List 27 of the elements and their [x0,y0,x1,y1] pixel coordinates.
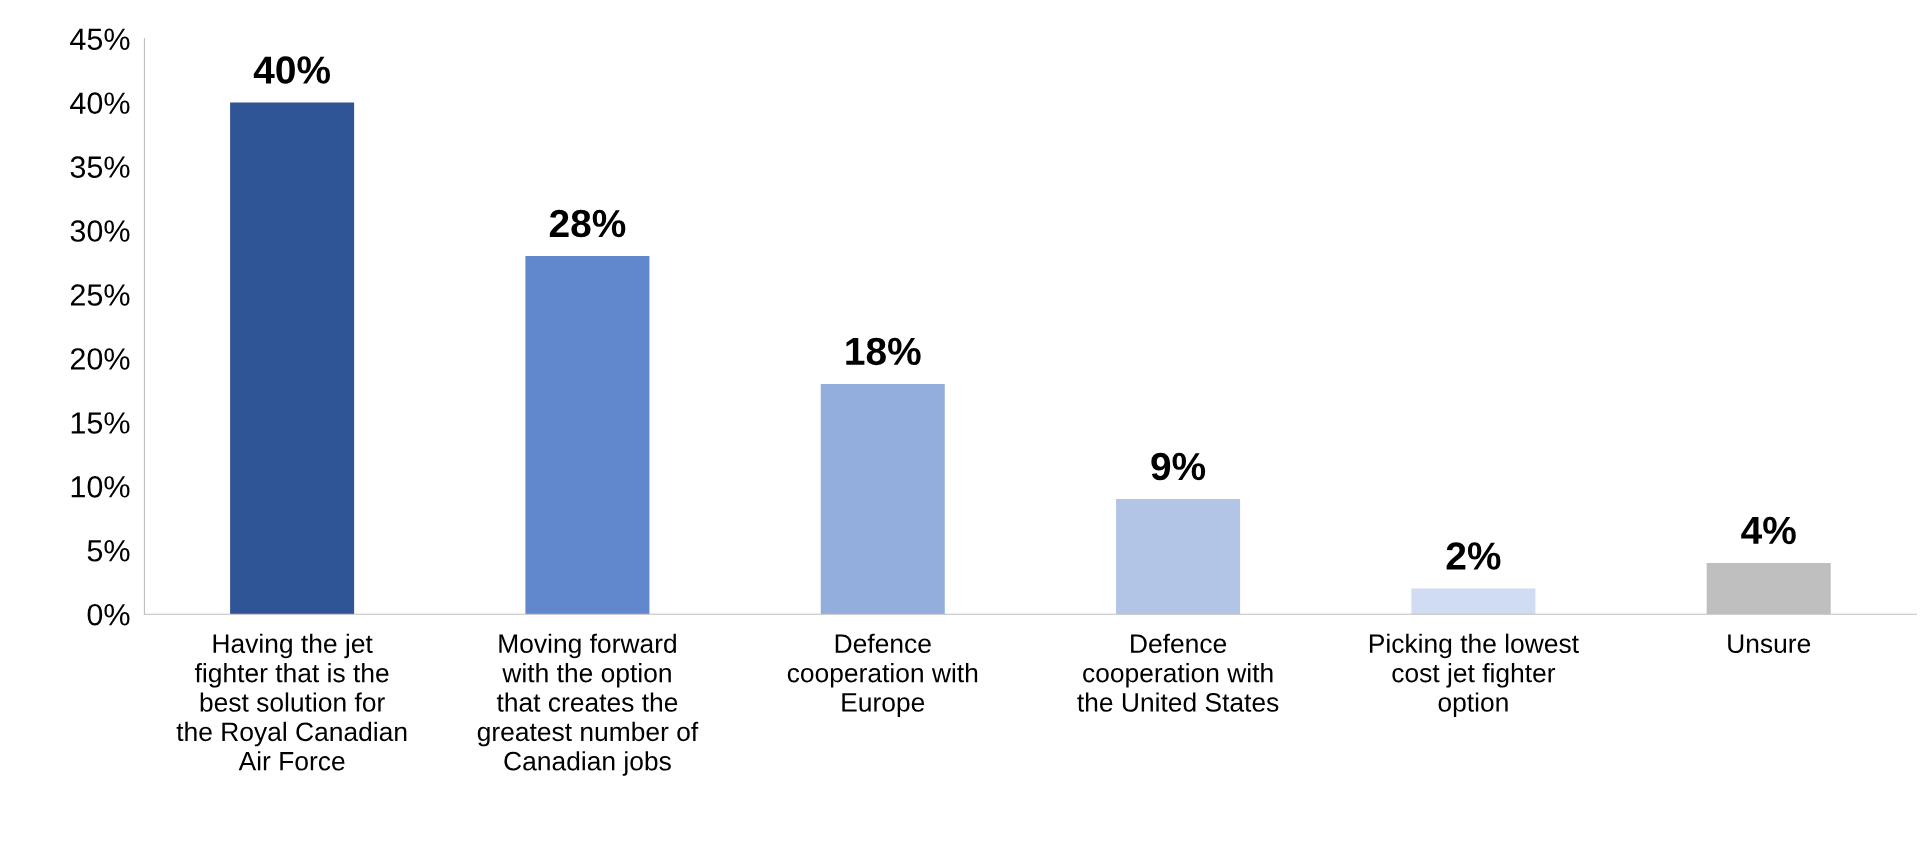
y-tick-label: 20% [70,348,130,370]
y-tick-label: 45% [70,28,130,51]
y-tick-label: 40% [70,92,130,114]
data-label: 2% [1446,542,1501,570]
y-tick-label: 15% [71,412,130,434]
x-tick-label: Picking the lowest cost jet fighter option [1369,633,1579,717]
x-tick-label: Defence cooperation with the United States [1077,633,1279,712]
data-label: 18% [846,337,921,366]
bar [525,256,650,615]
bar [1116,499,1241,615]
bar [1411,588,1536,615]
y-tick-label: 35% [70,156,130,178]
data-label: 28% [549,209,626,238]
y-tick-label: 30% [70,220,130,242]
data-label: 9% [1151,452,1206,481]
y-tick-label: 5% [87,540,130,562]
x-tick-label: Having the jet fighter that is the best solution for the Royal Canadian Air Force [176,633,407,771]
bar [820,383,945,615]
data-label: 40% [253,56,330,84]
y-tick-label: 0% [87,603,130,626]
x-tick-label: Unsure [1728,634,1811,654]
y-tick-label: 25% [70,284,130,306]
x-tick-label: Moving forward with the option that creates the greatest number of Canadian jobs [477,633,699,776]
y-tick-label: 10% [71,476,130,498]
data-label: 4% [1741,516,1796,545]
x-tick-label: Defence cooperation with Europe [787,633,978,717]
bar [230,102,355,615]
